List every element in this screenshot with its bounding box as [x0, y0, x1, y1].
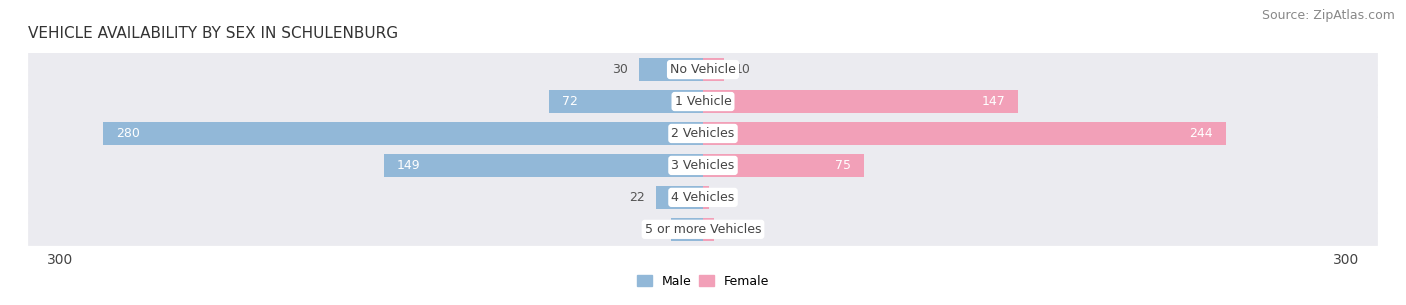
Text: Source: ZipAtlas.com: Source: ZipAtlas.com	[1261, 9, 1395, 22]
Bar	[384, 154, 703, 177]
Bar	[548, 90, 703, 113]
Bar	[703, 90, 1018, 113]
Text: 75: 75	[835, 159, 851, 172]
Bar	[638, 58, 703, 81]
Text: 72: 72	[561, 95, 578, 108]
Text: 3 Vehicles: 3 Vehicles	[672, 159, 734, 172]
Text: 10: 10	[735, 63, 751, 76]
Text: 5 or more Vehicles: 5 or more Vehicles	[645, 223, 761, 236]
Text: 5: 5	[724, 223, 733, 236]
Text: No Vehicle: No Vehicle	[671, 63, 735, 76]
FancyBboxPatch shape	[28, 85, 1378, 118]
Bar	[703, 58, 724, 81]
Text: 30: 30	[612, 63, 628, 76]
Text: 1 Vehicle: 1 Vehicle	[675, 95, 731, 108]
Bar	[703, 218, 714, 241]
Text: 147: 147	[981, 95, 1005, 108]
Text: 22: 22	[630, 191, 645, 204]
Text: VEHICLE AVAILABILITY BY SEX IN SCHULENBURG: VEHICLE AVAILABILITY BY SEX IN SCHULENBU…	[28, 26, 398, 41]
Text: 280: 280	[115, 127, 139, 140]
Text: 15: 15	[644, 223, 661, 236]
Text: 3: 3	[720, 191, 728, 204]
Text: 244: 244	[1189, 127, 1213, 140]
Text: 149: 149	[396, 159, 420, 172]
Legend: Male, Female: Male, Female	[637, 275, 769, 288]
Bar	[655, 186, 703, 209]
Bar	[703, 154, 863, 177]
FancyBboxPatch shape	[28, 181, 1378, 214]
Bar	[671, 218, 703, 241]
FancyBboxPatch shape	[28, 117, 1378, 150]
Text: 2 Vehicles: 2 Vehicles	[672, 127, 734, 140]
FancyBboxPatch shape	[28, 53, 1378, 86]
FancyBboxPatch shape	[28, 213, 1378, 246]
Bar	[703, 186, 710, 209]
Bar	[103, 122, 703, 145]
Text: 4 Vehicles: 4 Vehicles	[672, 191, 734, 204]
FancyBboxPatch shape	[28, 149, 1378, 182]
Bar	[703, 122, 1226, 145]
